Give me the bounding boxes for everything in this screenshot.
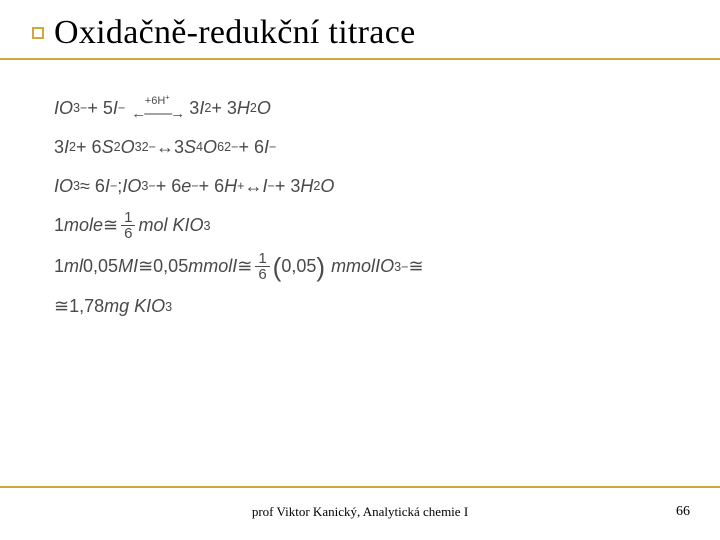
equation-4: 1mol e ≅ 1 6 mol KIO3 bbox=[54, 210, 676, 241]
page-number: 66 bbox=[676, 504, 690, 520]
fraction-1-6: 1 6 bbox=[121, 210, 135, 241]
footer-text: prof Viktor Kanický, Analytická chemie I bbox=[0, 504, 720, 520]
equation-2: 3I2 + 6 S2O32− ↔ 3S4O62− + 6 I− bbox=[54, 133, 676, 162]
title-accent-square bbox=[32, 27, 44, 39]
equation-area: IO3− + 5 I− +6H+ ←——→ 3I2 + 3 H2O 3I2 + … bbox=[32, 60, 688, 321]
bottom-rule bbox=[0, 486, 720, 488]
equation-6: ≅ 1,78 mg KIO3 bbox=[54, 292, 676, 321]
fraction-1-6b: 1 6 bbox=[255, 251, 269, 282]
equation-5: 1ml 0,05M I ≅ 0,05mmol I ≅ 1 6 (0,05) mm… bbox=[54, 251, 676, 282]
equation-3: IO3 ≈ 6 I− ; IO3− + 6 e− + 6 H+ ↔ I− + 3… bbox=[54, 172, 676, 201]
reaction-arrow: +6H+ ←——→ bbox=[131, 97, 183, 120]
equation-1: IO3− + 5 I− +6H+ ←——→ 3I2 + 3 H2O bbox=[54, 94, 676, 123]
slide-title: Oxidačně-redukční titrace bbox=[54, 14, 415, 52]
